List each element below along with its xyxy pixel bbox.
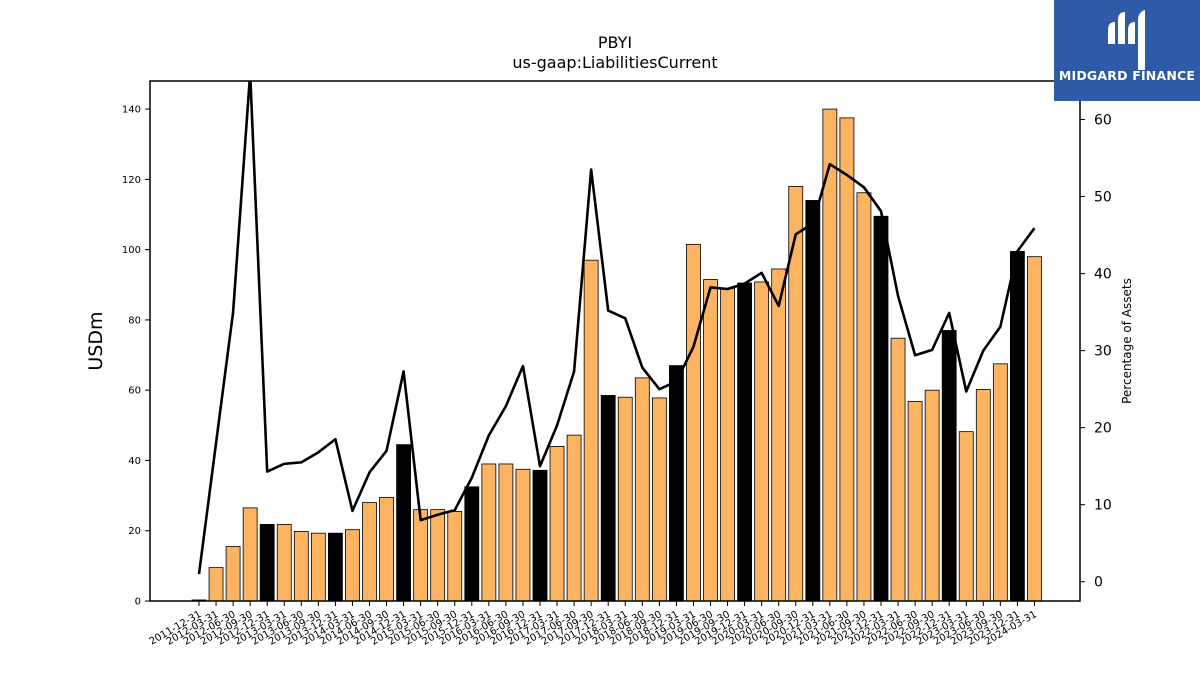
bar: [208, 567, 224, 602]
bar: [788, 186, 804, 602]
y2-tick-label: 10: [1094, 498, 1112, 514]
plot-frame: [149, 80, 1081, 602]
y2-tick-label: 50: [1094, 190, 1112, 206]
bar: [992, 363, 1008, 602]
line-group: [197, 81, 1036, 575]
y-tick-label: 100: [122, 245, 141, 256]
bar: [362, 502, 377, 602]
y2-tick-label: 0: [1094, 575, 1103, 591]
chart-subtitle: us-gaap:LiabilitiesCurrent: [512, 53, 717, 72]
x-axis: 2011-12-312012-03-312012-06-302012-09-30…: [148, 601, 1039, 648]
bar: [805, 200, 821, 602]
bar: [498, 463, 514, 602]
bar: [327, 532, 343, 602]
right-axis: 0 10 20 30 40 50 60: [1080, 113, 1112, 591]
bar: [447, 511, 463, 602]
bar: [669, 365, 684, 602]
bar: [839, 117, 855, 602]
y-axis-label: USDm: [85, 311, 107, 370]
bar: [975, 389, 991, 602]
bar: [958, 431, 974, 602]
bar: [345, 529, 360, 602]
bar: [379, 496, 394, 602]
brand-logo: MIDGARD FINANCE: [1054, 0, 1200, 101]
bar: [771, 268, 787, 602]
bars-group: [191, 108, 1042, 602]
bar: [890, 337, 906, 602]
bar: [907, 401, 923, 602]
bar: [515, 468, 531, 602]
y-tick-label: 0: [135, 597, 141, 608]
bar: [242, 507, 258, 602]
y-tick-label: 140: [122, 105, 141, 116]
bar: [396, 444, 412, 602]
bar: [686, 243, 701, 602]
bar: [464, 486, 480, 602]
bar: [703, 279, 718, 602]
y-tick-label: 20: [128, 526, 141, 537]
y2-tick-label: 20: [1094, 421, 1112, 437]
bar: [276, 524, 292, 602]
bar: [481, 463, 497, 602]
chart-title: PBYI: [598, 33, 632, 52]
bar: [651, 397, 667, 602]
bar: [737, 282, 752, 602]
bar: [583, 259, 599, 602]
y-tick-label: 80: [128, 315, 141, 326]
bar: [941, 330, 957, 602]
y-tick-label: 40: [128, 456, 141, 467]
bar: [873, 215, 889, 602]
bar: [259, 524, 275, 602]
y2-tick-label: 30: [1094, 344, 1112, 360]
y-tick-label: 60: [128, 386, 141, 397]
bar: [549, 446, 565, 602]
bar: [430, 509, 446, 602]
bar: [413, 509, 429, 602]
series-line: [197, 81, 1036, 575]
bar: [617, 396, 633, 602]
bar: [293, 531, 309, 602]
bar: [720, 287, 735, 602]
bar: [1010, 251, 1025, 602]
bar: [634, 377, 650, 602]
left-axis: 0 20 40 60 80 100 120 140: [122, 105, 150, 608]
bar: [566, 434, 582, 602]
y2-tick-label: 60: [1094, 113, 1112, 129]
bar: [600, 395, 616, 602]
brand-logo-text: MIDGARD FINANCE: [1058, 68, 1196, 83]
bar: [924, 389, 940, 602]
y2-axis-label: Percentage of Assets: [1120, 278, 1134, 404]
bar: [310, 532, 326, 602]
bar: [532, 469, 548, 602]
y2-tick-label: 40: [1094, 267, 1112, 283]
bar: [856, 192, 872, 602]
bar: [754, 281, 770, 602]
bar: [1027, 256, 1042, 602]
bar: [225, 546, 241, 602]
midgard-logo-icon: [1108, 10, 1145, 70]
y-tick-label: 120: [122, 175, 141, 186]
